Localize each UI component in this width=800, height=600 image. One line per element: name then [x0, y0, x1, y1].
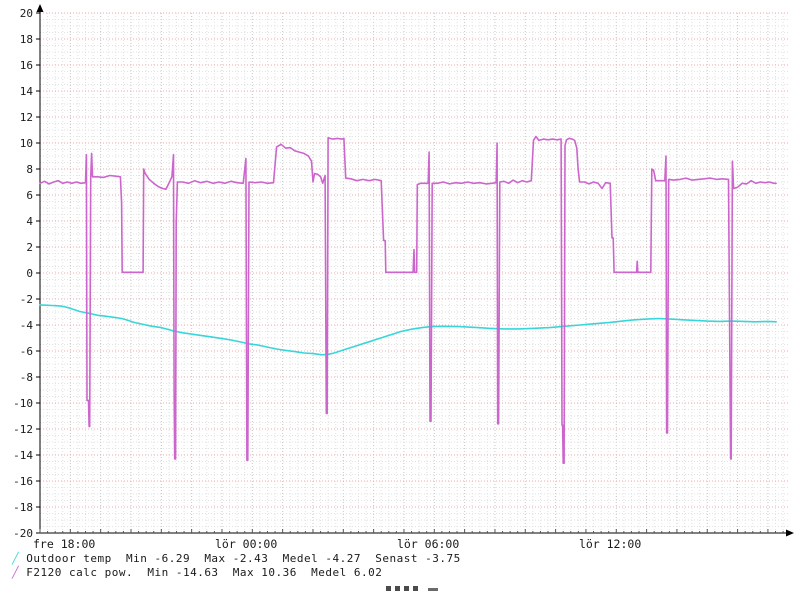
y-tick-label: -2	[20, 293, 33, 306]
y-tick-label: 10	[20, 137, 33, 150]
y-tick-label: -8	[20, 371, 33, 384]
x-axis-arrow	[786, 529, 794, 537]
y-tick-label: 2	[26, 241, 33, 254]
y-tick-label: -12	[13, 423, 33, 436]
y-axis-arrow	[36, 4, 44, 12]
y-tick-label: 18	[20, 33, 33, 46]
chart-svg: -20-18-16-14-12-10-8-6-4-202468101214161…	[13, 4, 794, 551]
chart-legend: ╱ Outdoor temp Min -6.29 Max -2.43 Medel…	[12, 552, 461, 580]
x-tick-label: lör 00:00	[215, 537, 277, 551]
smudge-mark	[386, 586, 422, 591]
y-tick-label: -16	[13, 475, 33, 488]
series-line-outdoor-temp	[39, 304, 777, 356]
legend-calc-pow-text: F2120 calc pow. Min -14.63 Max 10.36 Med…	[26, 566, 383, 579]
y-tick-label: 0	[26, 267, 33, 280]
y-tick-label: -18	[13, 501, 33, 514]
calc-pow-line-swatch: ╱	[12, 566, 27, 579]
y-tick-label: -20	[13, 527, 33, 540]
y-tick-label: 14	[20, 85, 34, 98]
smudge-mark-small	[428, 588, 438, 591]
y-tick-label: 4	[26, 215, 33, 228]
y-tick-label: 6	[26, 189, 33, 202]
y-tick-label: -10	[13, 397, 33, 410]
legend-row-calc-pow: ╱ F2120 calc pow. Min -14.63 Max 10.36 M…	[12, 566, 461, 580]
y-tick-label: 20	[20, 7, 33, 20]
legend-row-outdoor-temp: ╱ Outdoor temp Min -6.29 Max -2.43 Medel…	[12, 552, 461, 566]
outdoor-temp-line-swatch: ╱	[12, 552, 27, 565]
y-tick-label: -14	[13, 449, 33, 462]
y-tick-label: -6	[20, 345, 33, 358]
x-tick-label: fre 18:00	[33, 537, 95, 551]
y-tick-label: 8	[26, 163, 33, 176]
x-tick-label: lör 12:00	[579, 537, 641, 551]
series-line-f2120-calc-pow	[39, 135, 777, 465]
y-tick-label: -4	[20, 319, 34, 332]
x-tick-label: lör 06:00	[397, 537, 459, 551]
y-tick-label: 16	[20, 59, 33, 72]
legend-outdoor-temp-text: Outdoor temp Min -6.29 Max -2.43 Medel -…	[26, 552, 461, 565]
y-tick-label: 12	[20, 111, 33, 124]
